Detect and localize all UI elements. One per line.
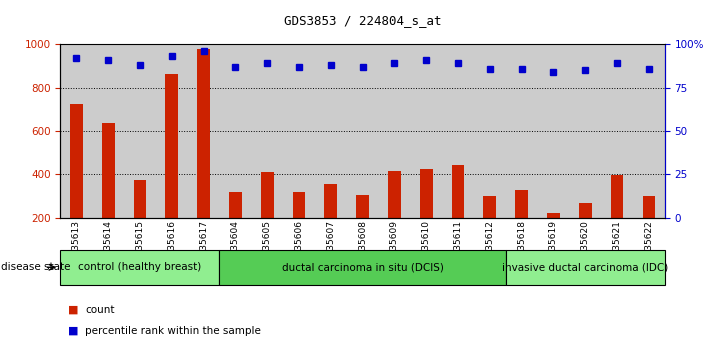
Bar	[197, 48, 210, 218]
Text: GDS3853 / 224804_s_at: GDS3853 / 224804_s_at	[284, 14, 442, 27]
Text: control (healthy breast): control (healthy breast)	[78, 262, 202, 272]
Bar	[474, 44, 506, 218]
Bar	[579, 202, 592, 218]
Bar	[602, 44, 633, 218]
Text: percentile rank within the sample: percentile rank within the sample	[85, 326, 261, 336]
Bar	[60, 250, 220, 285]
Text: ductal carcinoma in situ (DCIS): ductal carcinoma in situ (DCIS)	[282, 262, 444, 272]
Bar	[420, 169, 432, 218]
Bar	[515, 189, 528, 218]
Bar	[538, 44, 570, 218]
Text: ■: ■	[68, 326, 78, 336]
Bar	[643, 196, 656, 218]
Text: ■: ■	[68, 305, 78, 315]
Text: disease state: disease state	[1, 262, 70, 272]
Bar	[378, 44, 410, 218]
Bar	[220, 44, 251, 218]
Bar	[442, 44, 474, 218]
Bar	[229, 192, 242, 218]
Bar	[611, 176, 624, 218]
Text: count: count	[85, 305, 114, 315]
Bar	[483, 196, 496, 218]
Bar	[70, 104, 82, 218]
Bar	[156, 44, 188, 218]
Bar	[388, 171, 401, 218]
Bar	[633, 44, 665, 218]
Bar	[506, 250, 665, 285]
Bar	[134, 180, 146, 218]
Bar	[451, 165, 464, 218]
Bar	[251, 44, 283, 218]
Bar	[356, 195, 369, 218]
Bar	[124, 44, 156, 218]
Bar	[547, 213, 560, 218]
Bar	[60, 44, 92, 218]
Bar	[293, 192, 305, 218]
Text: invasive ductal carcinoma (IDC): invasive ductal carcinoma (IDC)	[502, 262, 668, 272]
Bar	[570, 44, 602, 218]
Bar	[166, 74, 178, 218]
Bar	[261, 172, 274, 218]
Bar	[347, 44, 378, 218]
Bar	[92, 44, 124, 218]
Bar	[410, 44, 442, 218]
Bar	[283, 44, 315, 218]
Bar	[506, 44, 538, 218]
Bar	[220, 250, 506, 285]
Bar	[102, 124, 114, 218]
Bar	[188, 44, 220, 218]
Bar	[324, 184, 337, 218]
Bar	[315, 44, 347, 218]
